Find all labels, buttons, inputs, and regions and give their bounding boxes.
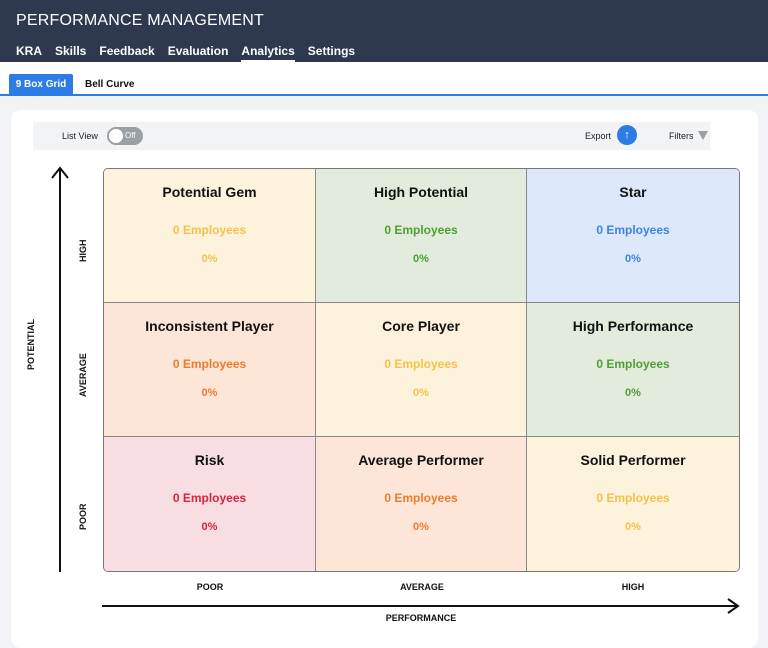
box-employee-count: 0 Employees xyxy=(316,223,526,237)
x-tick-poor: POOR xyxy=(150,582,270,592)
box-title: Star xyxy=(527,184,739,200)
box-solid-performer[interactable]: Solid Performer 0 Employees 0% xyxy=(527,437,739,571)
grid-toolbar: List View Off Export ↑ Filters xyxy=(33,122,710,150)
box-employee-count: 0 Employees xyxy=(316,357,526,371)
box-percentage: 0% xyxy=(527,387,739,399)
main-nav: KRA Skills Feedback Evaluation Analytics… xyxy=(16,44,355,62)
box-average-performer[interactable]: Average Performer 0 Employees 0% xyxy=(316,437,527,571)
box-inconsistent-player[interactable]: Inconsistent Player 0 Employees 0% xyxy=(104,303,316,437)
box-percentage: 0% xyxy=(316,521,526,533)
nav-skills[interactable]: Skills xyxy=(55,44,86,62)
box-percentage: 0% xyxy=(104,253,315,265)
tab-9-box-grid[interactable]: 9 Box Grid xyxy=(9,74,73,96)
app-title: PERFORMANCE MANAGEMENT xyxy=(16,12,264,30)
list-view-label: List View xyxy=(62,131,98,141)
box-employee-count: 0 Employees xyxy=(104,491,315,505)
nav-evaluation[interactable]: Evaluation xyxy=(168,44,229,62)
box-percentage: 0% xyxy=(527,253,739,265)
box-percentage: 0% xyxy=(316,387,526,399)
y-tick-average: AVERAGE xyxy=(78,353,88,397)
nav-analytics[interactable]: Analytics xyxy=(241,44,294,62)
box-employee-count: 0 Employees xyxy=(104,357,315,371)
box-high-potential[interactable]: High Potential 0 Employees 0% xyxy=(316,169,527,303)
box-percentage: 0% xyxy=(104,521,315,533)
box-potential-gem[interactable]: Potential Gem 0 Employees 0% xyxy=(104,169,316,303)
x-tick-high: HIGH xyxy=(573,582,693,592)
box-title: Risk xyxy=(104,452,315,468)
box-title: Solid Performer xyxy=(527,452,739,468)
box-risk[interactable]: Risk 0 Employees 0% xyxy=(104,437,316,571)
filters-label[interactable]: Filters xyxy=(669,131,694,141)
potential-axis-arrow xyxy=(48,164,72,574)
analytics-subtabs: 9 Box Grid Bell Curve xyxy=(0,62,768,96)
upload-arrow-icon[interactable]: ↑ xyxy=(617,125,637,145)
box-employee-count: 0 Employees xyxy=(527,491,739,505)
box-title: Potential Gem xyxy=(104,184,315,200)
box-percentage: 0% xyxy=(527,521,739,533)
x-axis-title: PERFORMANCE xyxy=(361,613,481,623)
box-employee-count: 0 Employees xyxy=(316,491,526,505)
box-title: Core Player xyxy=(316,318,526,334)
box-title: Average Performer xyxy=(316,452,526,468)
box-employee-count: 0 Employees xyxy=(527,223,739,237)
app-header: PERFORMANCE MANAGEMENT KRA Skills Feedba… xyxy=(0,0,768,62)
box-title: Inconsistent Player xyxy=(104,318,315,334)
box-high-performance[interactable]: High Performance 0 Employees 0% xyxy=(527,303,739,437)
y-tick-high: HIGH xyxy=(78,240,88,263)
tab-bell-curve[interactable]: Bell Curve xyxy=(79,74,140,96)
nav-settings[interactable]: Settings xyxy=(308,44,355,62)
box-percentage: 0% xyxy=(104,387,315,399)
y-tick-poor: POOR xyxy=(78,503,88,530)
nav-feedback[interactable]: Feedback xyxy=(99,44,154,62)
box-employee-count: 0 Employees xyxy=(527,357,739,371)
box-employee-count: 0 Employees xyxy=(104,223,315,237)
toggle-state-label: Off xyxy=(125,131,136,140)
box-title: High Potential xyxy=(316,184,526,200)
x-tick-average: AVERAGE xyxy=(362,582,482,592)
box-core-player[interactable]: Core Player 0 Employees 0% xyxy=(316,303,527,437)
list-view-toggle[interactable]: Off xyxy=(107,127,143,145)
nine-box-grid: Potential Gem 0 Employees 0% High Potent… xyxy=(103,168,740,572)
nav-kra[interactable]: KRA xyxy=(16,44,42,62)
toggle-knob xyxy=(109,129,123,143)
box-percentage: 0% xyxy=(316,253,526,265)
box-title: High Performance xyxy=(527,318,739,334)
y-axis-title: POTENTIAL xyxy=(26,319,36,370)
box-star[interactable]: Star 0 Employees 0% xyxy=(527,169,739,303)
funnel-icon[interactable] xyxy=(698,131,708,140)
export-label[interactable]: Export xyxy=(585,131,611,141)
